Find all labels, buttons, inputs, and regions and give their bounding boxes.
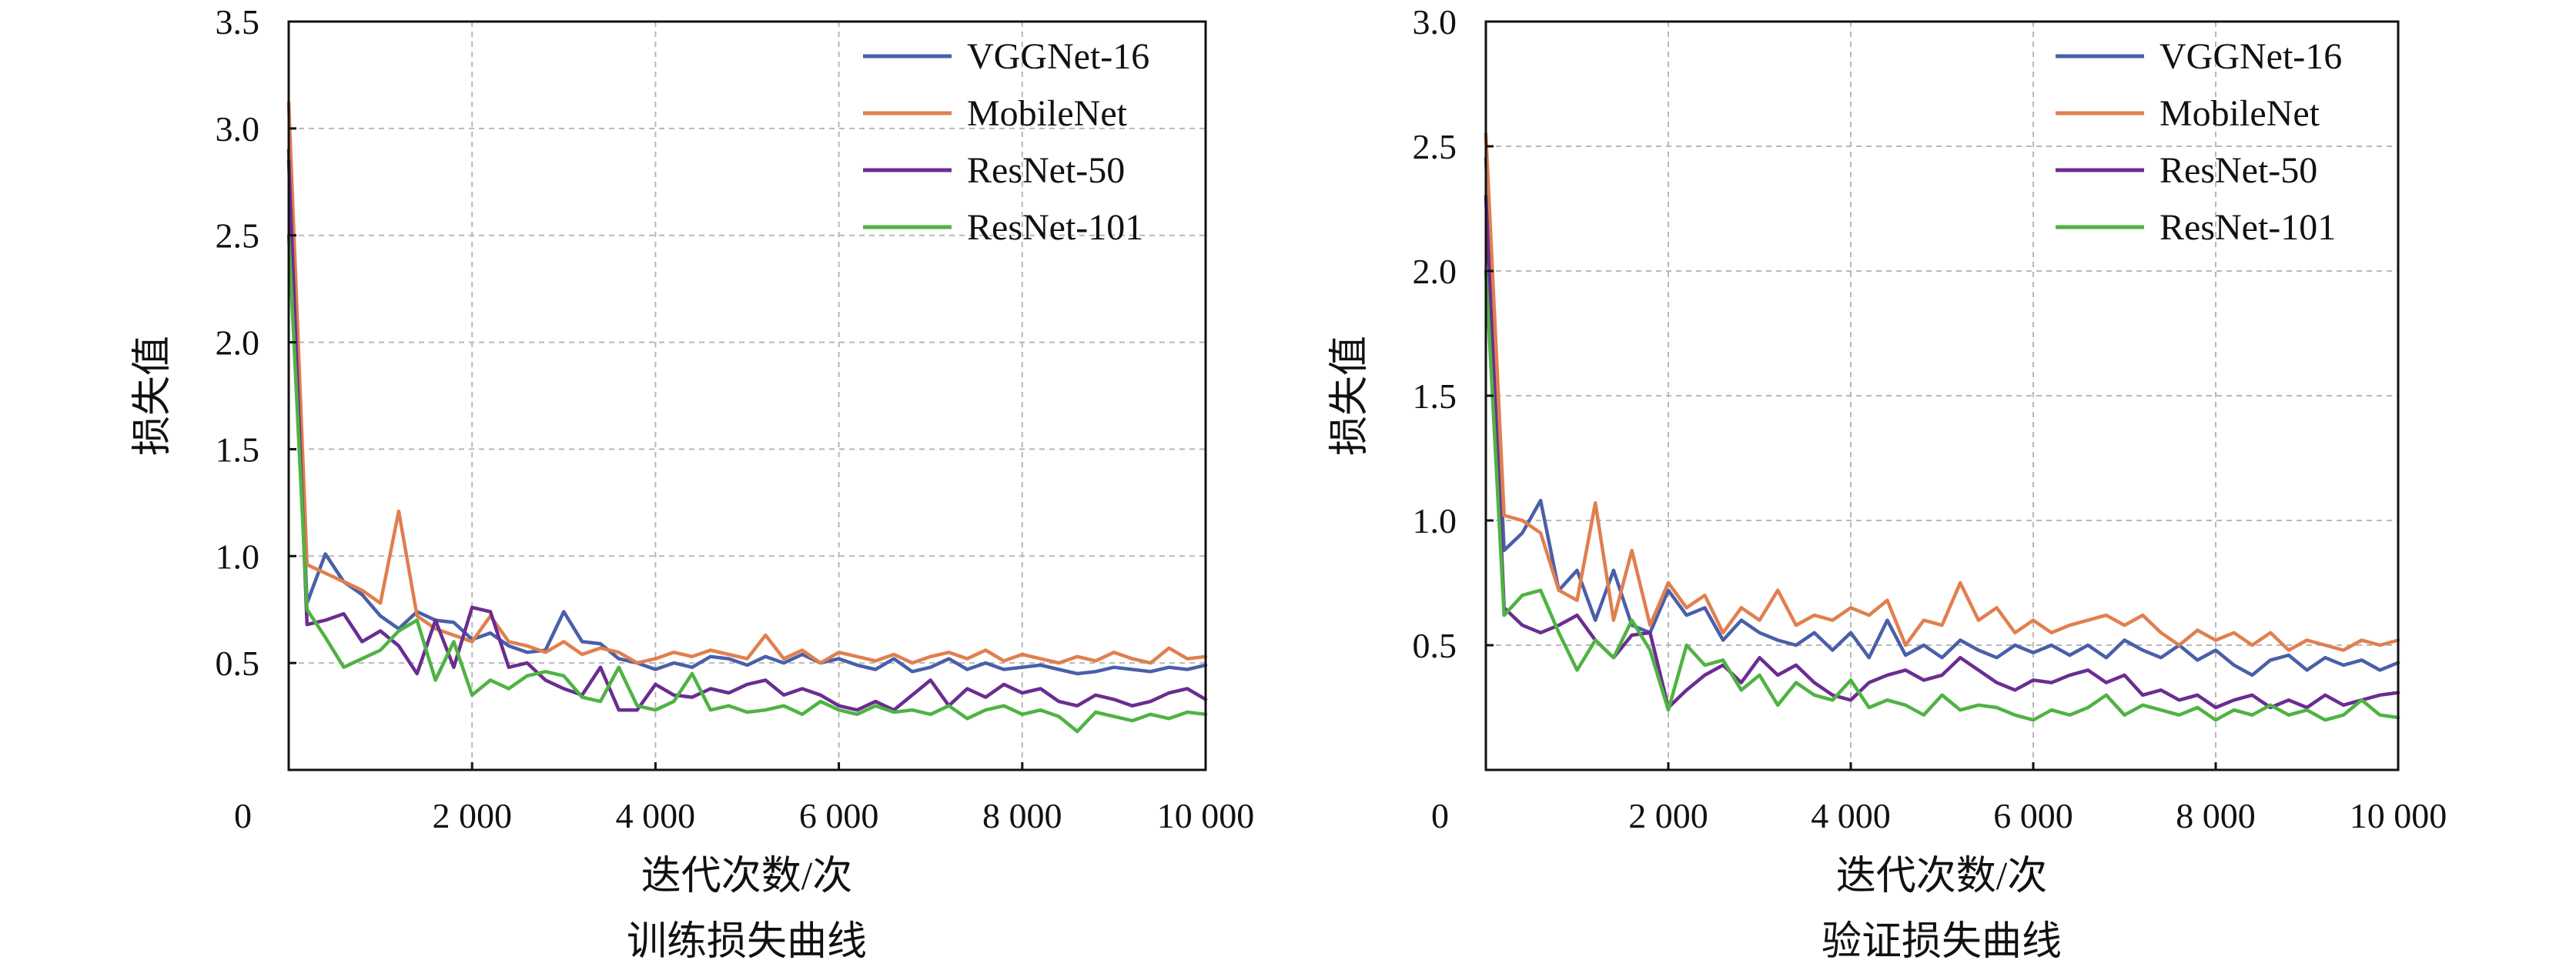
series-line-resnet-50 — [286, 159, 1208, 712]
y-tick-label: 1.5 — [216, 430, 260, 469]
series-line-vggnet-16 — [286, 148, 1208, 676]
origin-tick-label: 0 — [234, 796, 252, 835]
legend-label: ResNet-50 — [2159, 150, 2317, 191]
legend-label: MobileNet — [967, 93, 1128, 134]
plot-frame — [287, 20, 1207, 771]
series-line-resnet-101 — [286, 233, 1208, 734]
legend: VGGNet-16 MobileNet ResNet-50 ResNet-101 — [2056, 36, 2342, 248]
legend-label: ResNet-101 — [2159, 207, 2336, 248]
chart-panel-2: 2 000 4 000 6 000 8 000 10 000 0.5 1.0 1.5 2.0 2.… — [1328, 2, 2447, 964]
legend-label: ResNet-50 — [967, 150, 1125, 191]
x-tick-label: 8 000 — [2176, 796, 2256, 835]
chart-caption: 验证损失曲线 — [1822, 920, 2062, 964]
y-tick-label: 3.0 — [216, 109, 260, 149]
legend: VGGNet-16 MobileNet ResNet-50 ResNet-101 — [863, 36, 1149, 248]
x-axis-title: 迭代次数/次 — [641, 855, 852, 898]
y-tick-label: 1.5 — [1413, 376, 1457, 416]
y-tick-label: 1.0 — [1413, 501, 1457, 540]
legend-label: VGGNet-16 — [967, 36, 1149, 77]
y-axis-title: 损失值 — [131, 336, 175, 456]
legend-label: MobileNet — [2159, 93, 2320, 134]
x-tick-label: 6 000 — [1993, 796, 2073, 835]
x-tick-label: 10 000 — [1157, 796, 1255, 835]
x-tick-label: 4 000 — [616, 796, 696, 835]
x-tick-label: 2 000 — [1628, 796, 1708, 835]
series-line-resnet-50 — [1484, 194, 2400, 710]
x-tick-label: 8 000 — [982, 796, 1062, 835]
chart-caption: 训练损失曲线 — [627, 920, 867, 964]
y-tick-label: 0.5 — [1413, 626, 1457, 665]
x-axis-title: 迭代次数/次 — [1836, 855, 2047, 898]
x-tick-label: 4 000 — [1811, 796, 1891, 835]
legend-label: VGGNet-16 — [2159, 36, 2342, 77]
series-line-resnet-101 — [1484, 269, 2400, 722]
y-tick-label: 1.0 — [216, 537, 260, 576]
x-tick-label: 2 000 — [432, 796, 512, 835]
series-line-mobilenet — [1484, 132, 2400, 652]
x-tick-label: 10 000 — [2350, 796, 2447, 835]
x-tick-label: 6 000 — [799, 796, 879, 835]
chart-panel-1: 2 000 4 000 6 000 8 000 10 000 0.5 1.0 1.5 2.0 2.… — [131, 2, 1254, 964]
y-tick-label: 0.5 — [216, 644, 260, 683]
series-line-mobilenet — [286, 101, 1208, 665]
y-tick-label: 2.5 — [216, 216, 260, 256]
origin-tick-label: 0 — [1431, 796, 1449, 835]
y-tick-label: 3.0 — [1413, 2, 1457, 42]
y-axis-title: 损失值 — [1328, 336, 1372, 456]
y-tick-label: 3.5 — [216, 2, 260, 42]
y-tick-label: 2.0 — [216, 323, 260, 363]
legend-label: ResNet-101 — [967, 207, 1143, 248]
y-tick-label: 2.0 — [1413, 252, 1457, 291]
y-tick-label: 2.5 — [1413, 127, 1457, 166]
